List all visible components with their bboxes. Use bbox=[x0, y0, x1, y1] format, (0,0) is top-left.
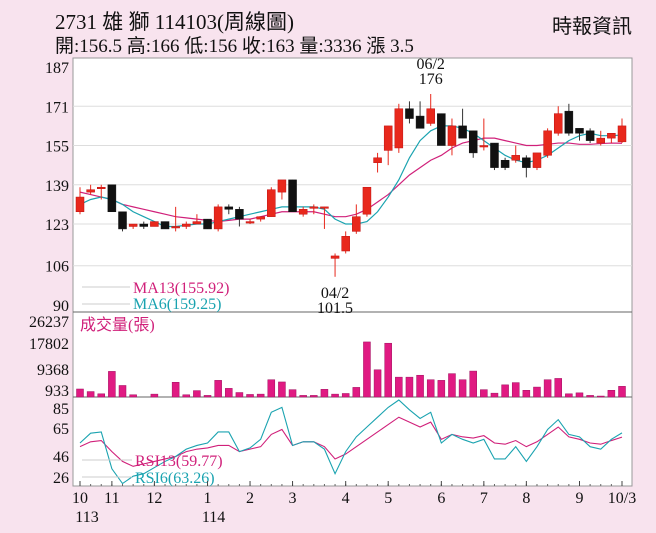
price-axis-tick: 171 bbox=[45, 99, 69, 116]
x-axis-tick: 1 bbox=[204, 490, 212, 507]
x-axis-tick: 10/3 bbox=[608, 490, 636, 507]
ma6-line bbox=[79, 125, 623, 228]
volume-bars bbox=[76, 341, 626, 398]
ma13-legend: MA13(155.92) bbox=[133, 280, 229, 297]
rsi-axis-tick: 85 bbox=[53, 401, 69, 418]
x-axis-tick: 5 bbox=[384, 490, 392, 507]
rsi-axis-tick: 46 bbox=[53, 449, 69, 466]
rsi6-line bbox=[79, 399, 623, 485]
price-axis-tick: 155 bbox=[45, 139, 69, 156]
low-annotation-value: 101.5 bbox=[317, 300, 353, 317]
rsi6-legend: RSI6(63.26) bbox=[135, 470, 215, 487]
x-axis-tick: 3 bbox=[289, 490, 297, 507]
high-annotation-value: 176 bbox=[419, 71, 443, 88]
volume-axis-tick: 17802 bbox=[29, 336, 69, 353]
low-annotation-date: 04/2 bbox=[321, 285, 349, 302]
price-axis-tick: 139 bbox=[45, 178, 69, 195]
rsi-axis-tick: 26 bbox=[53, 470, 69, 487]
rsi-axis-tick: 65 bbox=[53, 421, 69, 438]
volume-axis-tick: 933 bbox=[45, 383, 69, 400]
rsi13-legend: RSI13(59.77) bbox=[135, 453, 223, 470]
ma6-legend: MA6(159.25) bbox=[133, 296, 221, 313]
price-axis-tick: 123 bbox=[45, 217, 69, 234]
ohlc-summary: 開:156.5 高:166 低:156 收:163 量:3336 漲 3.5 bbox=[55, 36, 414, 57]
plot-area bbox=[72, 57, 633, 487]
price-axis-tick: 106 bbox=[45, 259, 69, 276]
price-axis-tick: 187 bbox=[45, 60, 69, 77]
volume-axis-tick: 26237 bbox=[29, 314, 69, 331]
x-axis-tick: 10 bbox=[72, 490, 88, 507]
volume-axis-tick: 9368 bbox=[37, 362, 69, 379]
candlesticks bbox=[75, 93, 627, 277]
high-annotation-date: 06/2 bbox=[416, 56, 444, 73]
price-axis-tick: 90 bbox=[53, 298, 69, 315]
year-label: 113 bbox=[75, 509, 98, 526]
chart-title: 2731 雄 獅 114103(周線圖) bbox=[55, 10, 294, 34]
x-axis-tick: 6 bbox=[437, 490, 445, 507]
volume-title: 成交量(張) bbox=[80, 316, 155, 334]
rsi13-line bbox=[79, 416, 623, 467]
x-axis-tick: 8 bbox=[522, 490, 530, 507]
brand-label: 時報資訊 bbox=[552, 16, 632, 38]
ma13-line bbox=[79, 137, 623, 223]
year-label: 114 bbox=[202, 509, 225, 526]
x-axis-tick: 11 bbox=[104, 490, 119, 507]
x-axis-tick: 12 bbox=[146, 490, 162, 507]
x-axis-tick: 7 bbox=[480, 490, 488, 507]
x-axis-tick: 2 bbox=[246, 490, 254, 507]
x-axis-tick: 9 bbox=[575, 490, 583, 507]
x-axis-tick: 4 bbox=[342, 490, 350, 507]
